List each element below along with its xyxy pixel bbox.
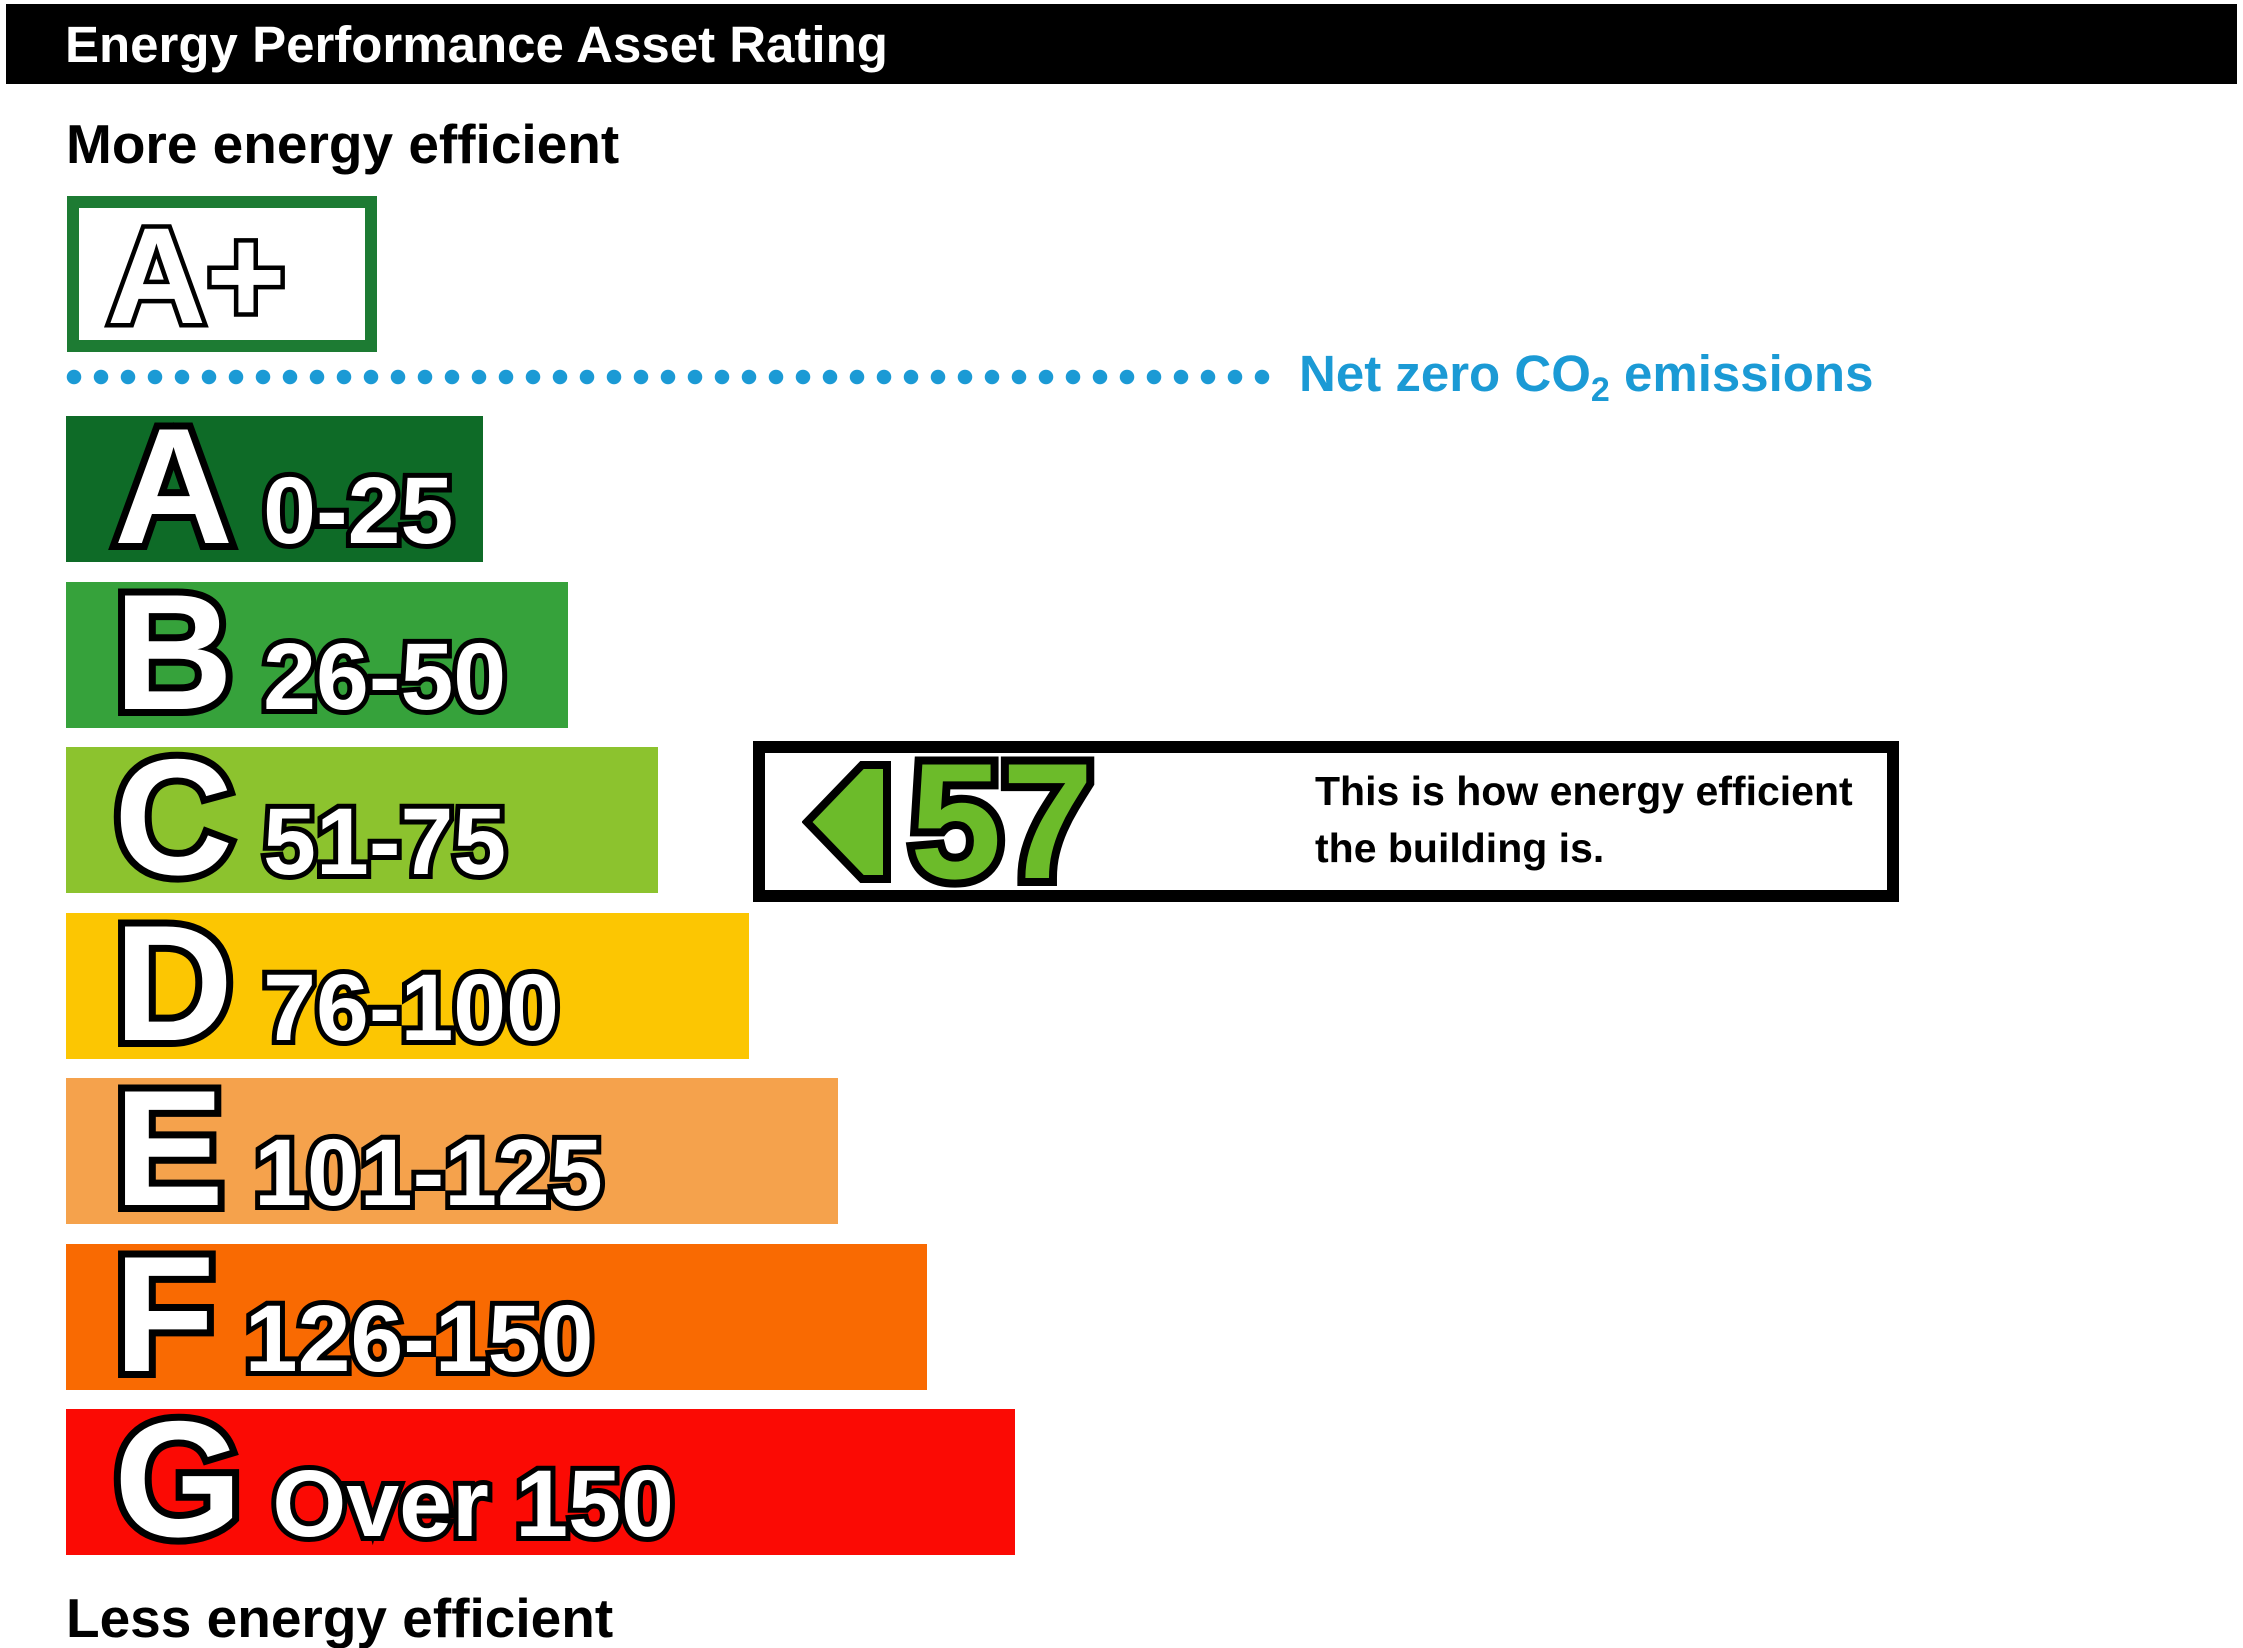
net-zero-text: Net zero CO <box>1299 345 1591 402</box>
rating-indicator-box: 57 This is how energy efficient the buil… <box>753 731 1899 912</box>
band-range: 51-75 <box>258 790 511 895</box>
band-range: 26-50 <box>258 624 511 729</box>
band-row-d: D 76-100 <box>66 893 749 1072</box>
band-row-e: E 101-125 <box>66 1059 838 1238</box>
net-zero-text-tail: emissions <box>1609 345 1874 402</box>
band-letter: B <box>107 562 240 741</box>
more-efficient-label: More energy efficient <box>66 113 620 175</box>
band-row-c: C 51-75 <box>66 728 658 907</box>
band-letter: G <box>107 1390 249 1569</box>
rating-arrow-icon <box>802 760 891 883</box>
header-bar: Energy Performance Asset Rating <box>6 4 2237 84</box>
rating-description: This is how energy efficient the buildin… <box>1315 763 1853 877</box>
band-row-b: B 26-50 <box>66 562 568 741</box>
band-range: Over 150 <box>267 1452 678 1557</box>
rating-bands: A 0-25 B 26-50 C 51-75 D 76-100 E 101-12… <box>66 397 1015 1575</box>
a-plus-label: A+ <box>103 203 291 349</box>
net-zero-subscript: 2 <box>1590 371 1610 409</box>
band-row-f: F 126-150 <box>66 1224 927 1403</box>
less-efficient-label: Less energy efficient <box>66 1587 614 1648</box>
band-letter: C <box>107 728 240 907</box>
rating-description-line1: This is how energy efficient <box>1315 768 1853 814</box>
rating-description-line2: the building is. <box>1315 825 1605 871</box>
net-zero-dotted-line <box>66 369 1277 385</box>
band-row-g: G Over 150 <box>66 1390 1015 1569</box>
page-title: Energy Performance Asset Rating <box>65 15 888 73</box>
net-zero-row: Net zero CO2 emissions <box>66 345 1873 409</box>
band-range: 126-150 <box>240 1286 599 1391</box>
band-letter: D <box>107 893 240 1072</box>
band-letter: E <box>107 1059 231 1238</box>
net-zero-label: Net zero CO2 emissions <box>1299 344 1873 410</box>
band-row-a: A 0-25 <box>66 397 483 576</box>
band-range: 76-100 <box>258 955 564 1060</box>
a-plus-box: A+ <box>67 196 377 352</box>
band-letter: F <box>107 1224 222 1403</box>
rating-value: 57 <box>902 731 1101 912</box>
band-letter: A <box>107 397 240 576</box>
band-range: 101-125 <box>249 1121 608 1226</box>
band-range: 0-25 <box>258 459 458 564</box>
